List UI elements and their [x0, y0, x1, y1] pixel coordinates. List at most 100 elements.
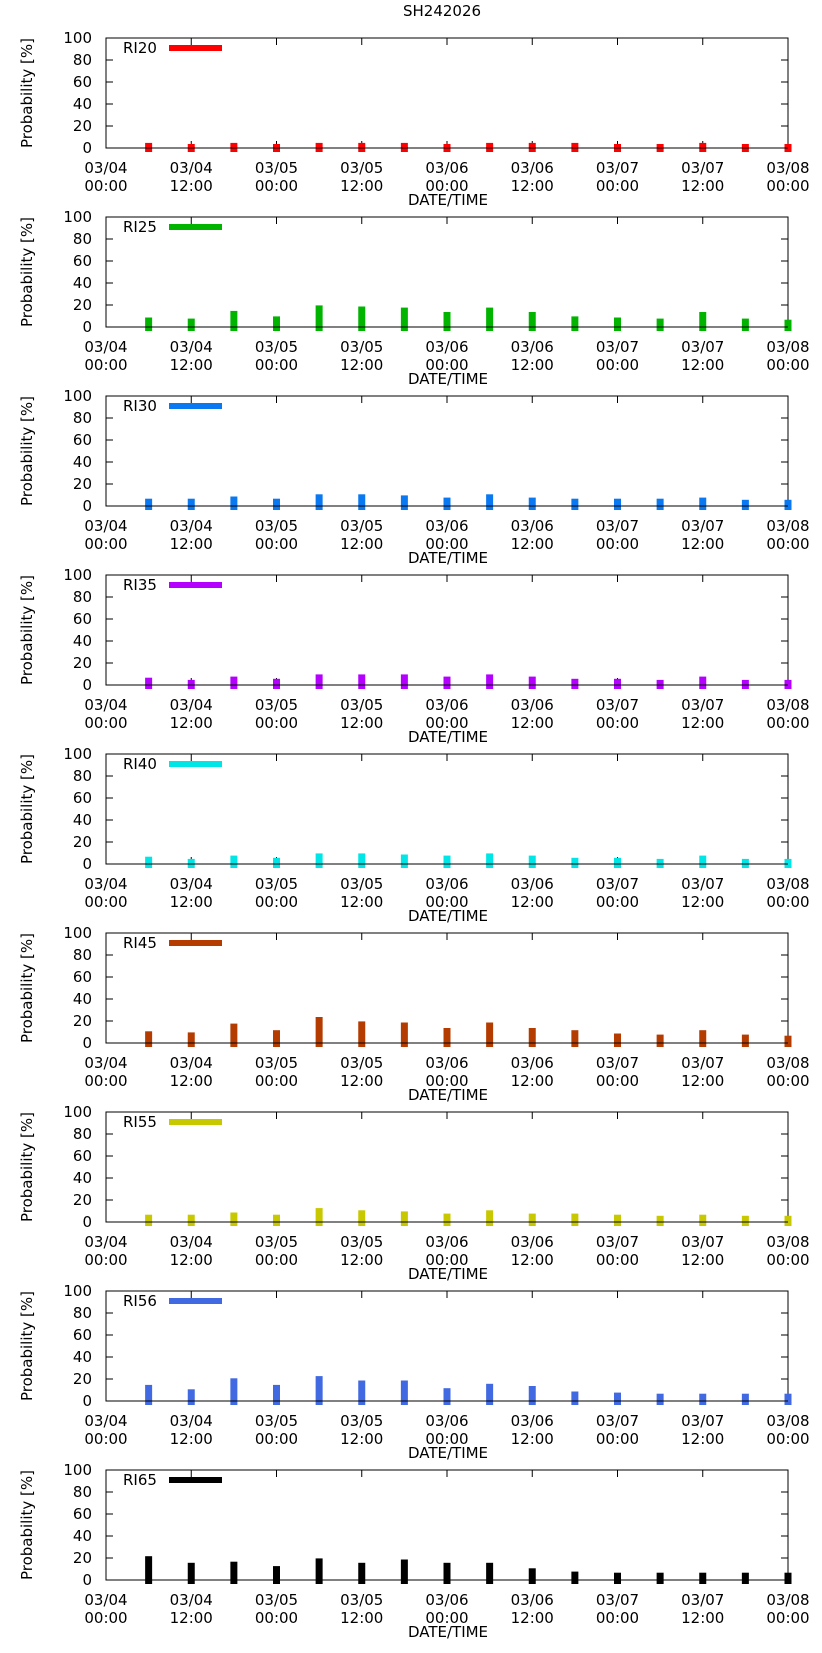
x-tick-label-date: 03/04: [84, 1054, 127, 1072]
bar-ri40-18h: [230, 855, 238, 868]
chart-panel-ri30: 02040608010003/0400:0003/0412:0003/0500:…: [18, 387, 810, 567]
x-tick-label-date: 03/06: [425, 696, 468, 714]
bar-ri65-12h: [187, 1562, 195, 1584]
bar-ri35-30h: [315, 674, 323, 689]
x-tick-label-date: 03/05: [340, 1412, 383, 1430]
chart-panels: 02040608010003/0400:0003/0412:0003/0500:…: [18, 29, 810, 1641]
x-tick-label-date: 03/05: [255, 338, 298, 356]
x-axis-label: DATE/TIME: [408, 728, 488, 746]
x-axis-label: DATE/TIME: [408, 1444, 488, 1462]
bar-ri40-72h: [614, 857, 621, 868]
bar-ri25-6h: [145, 317, 153, 331]
x-tick-label-time: 00:00: [596, 1430, 639, 1448]
x-tick-label-time: 00:00: [766, 356, 809, 374]
x-tick-label-time: 12:00: [511, 714, 554, 732]
x-tick-label-date: 03/08: [766, 517, 809, 535]
bar-ri55-18h: [230, 1212, 238, 1226]
x-tick-label-time: 00:00: [255, 1072, 298, 1090]
x-tick-label-time: 00:00: [255, 177, 298, 195]
x-tick-label-date: 03/06: [425, 338, 468, 356]
y-tick-label: 80: [73, 230, 92, 248]
x-tick-label-date: 03/07: [596, 1233, 639, 1251]
y-tick-label: 60: [73, 1505, 92, 1523]
bar-ri40-54h: [486, 853, 494, 868]
y-tick-label: 80: [73, 1125, 92, 1143]
x-tick-label-date: 03/04: [84, 159, 127, 177]
y-tick-label: 20: [73, 296, 92, 314]
y-tick-label: 60: [73, 73, 92, 91]
x-tick-label-time: 00:00: [766, 1251, 809, 1269]
bar-ri40-6h: [145, 856, 153, 868]
bar-ri56-12h: [187, 1389, 195, 1405]
x-tick-label-date: 03/07: [681, 338, 724, 356]
y-tick-label: 40: [73, 95, 92, 113]
x-tick-label-date: 03/06: [511, 517, 554, 535]
legend-label: RI65: [123, 1471, 157, 1489]
x-tick-label-date: 03/07: [596, 1591, 639, 1609]
bar-ri25-78h: [656, 318, 664, 331]
bar-ri25-84h: [699, 312, 707, 331]
bar-ri45-54h: [486, 1022, 494, 1047]
bar-ri65-84h: [699, 1572, 707, 1584]
bar-ri20-36h: [358, 142, 366, 152]
x-tick-label-date: 03/04: [170, 1233, 213, 1251]
y-tick-label: 100: [63, 29, 92, 47]
x-tick-label-date: 03/08: [766, 696, 809, 714]
x-tick-label-time: 12:00: [511, 356, 554, 374]
y-tick-label: 100: [63, 1282, 92, 1300]
y-tick-label: 0: [82, 318, 92, 336]
y-axis-label: Probability [%]: [18, 1470, 36, 1580]
chart-panel-ri20: 02040608010003/0400:0003/0412:0003/0500:…: [18, 29, 810, 209]
x-tick-label-time: 00:00: [255, 1609, 298, 1627]
y-tick-label: 0: [82, 1392, 92, 1410]
x-tick-label-time: 12:00: [511, 177, 554, 195]
x-tick-label-time: 00:00: [766, 1072, 809, 1090]
x-tick-label-time: 12:00: [170, 535, 213, 553]
bar-ri40-96h: [784, 858, 792, 868]
x-tick-label-date: 03/05: [255, 1233, 298, 1251]
y-tick-label: 0: [82, 1213, 92, 1231]
bar-ri55-12h: [187, 1214, 195, 1226]
x-tick-label-time: 00:00: [596, 1072, 639, 1090]
y-tick-label: 60: [73, 968, 92, 986]
x-tick-label-time: 12:00: [340, 1430, 383, 1448]
legend-label: RI25: [123, 218, 157, 236]
x-tick-label-time: 00:00: [84, 1430, 127, 1448]
x-tick-label-time: 12:00: [340, 535, 383, 553]
y-tick-label: 80: [73, 51, 92, 69]
bar-ri56-96h: [784, 1393, 792, 1405]
y-tick-label: 20: [73, 1370, 92, 1388]
bar-ri35-6h: [145, 677, 153, 689]
x-tick-label-time: 00:00: [596, 356, 639, 374]
x-tick-label-time: 12:00: [170, 714, 213, 732]
bar-ri55-66h: [571, 1213, 579, 1226]
bar-ri56-30h: [315, 1376, 323, 1405]
bar-ri20-66h: [571, 142, 579, 152]
x-tick-label-time: 00:00: [766, 535, 809, 553]
x-tick-label-date: 03/06: [511, 1233, 554, 1251]
legend-label: RI56: [123, 1292, 157, 1310]
y-axis-label: Probability [%]: [18, 396, 36, 506]
bar-ri35-60h: [528, 676, 536, 689]
bar-ri30-96h: [784, 499, 792, 510]
x-axis-label: DATE/TIME: [408, 1265, 488, 1283]
bar-ri25-18h: [230, 310, 238, 331]
x-tick-label-date: 03/08: [766, 159, 809, 177]
x-tick-label-time: 00:00: [425, 893, 468, 911]
x-tick-label-date: 03/06: [425, 1591, 468, 1609]
x-tick-label-date: 03/07: [681, 875, 724, 893]
x-tick-label-date: 03/06: [425, 1412, 468, 1430]
x-tick-label-time: 12:00: [511, 1430, 554, 1448]
x-tick-label-date: 03/05: [340, 1233, 383, 1251]
bar-ri30-42h: [400, 495, 408, 510]
bar-ri56-90h: [741, 1393, 749, 1405]
bar-ri40-24h: [273, 857, 280, 868]
x-tick-label-time: 12:00: [681, 1609, 724, 1627]
bar-ri65-24h: [273, 1566, 280, 1584]
bar-ri40-90h: [741, 858, 749, 868]
x-tick-label-time: 00:00: [596, 1609, 639, 1627]
x-tick-label-time: 12:00: [511, 1609, 554, 1627]
y-axis-label: Probability [%]: [18, 933, 36, 1043]
bar-ri56-42h: [400, 1380, 408, 1405]
y-tick-label: 100: [63, 566, 92, 584]
